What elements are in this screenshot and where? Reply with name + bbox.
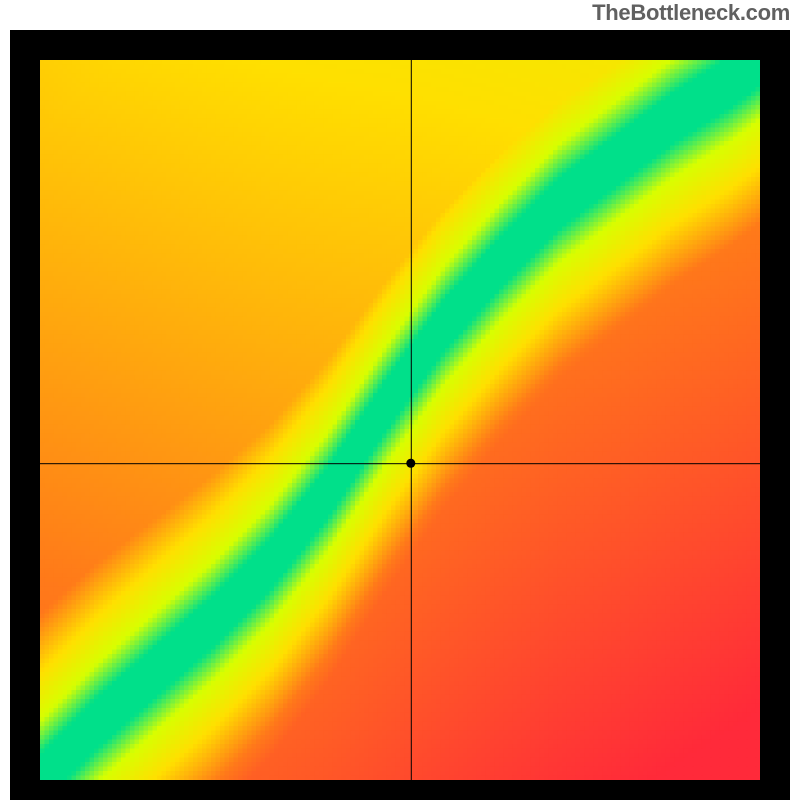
attribution-text: TheBottleneck.com [592, 0, 790, 26]
chart-container: TheBottleneck.com [0, 0, 800, 800]
chart-frame [10, 30, 790, 800]
bottleneck-heatmap [40, 60, 760, 780]
